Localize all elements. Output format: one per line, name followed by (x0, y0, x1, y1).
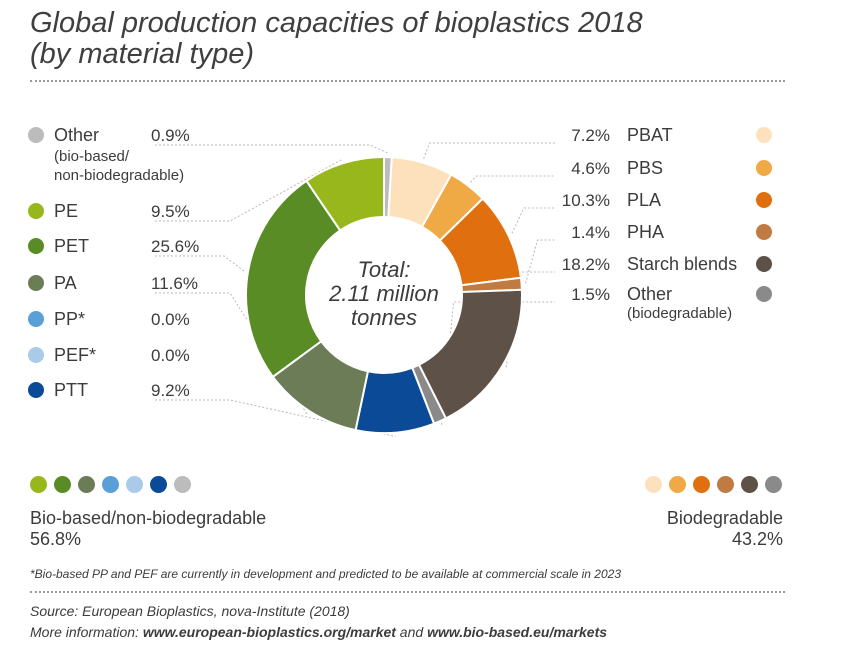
bio-based-dot-3 (102, 476, 119, 493)
legend-left-swatch-1 (28, 203, 44, 219)
leader-right-1 (469, 175, 555, 183)
legend-right-swatch-0 (756, 127, 772, 143)
legend-right-label-0: PBAT (627, 125, 673, 145)
leader-left-3 (155, 292, 308, 415)
legend-right-label-5: Other (627, 284, 672, 304)
leader-left-0 (155, 144, 389, 154)
more-info-line: More information: www.european-bioplasti… (30, 622, 607, 643)
legend-right-label-1: PBS (627, 158, 663, 178)
chart-title: Global production capacities of bioplast… (30, 8, 643, 70)
legend-left-swatch-0 (28, 127, 44, 143)
link-bio-based[interactable]: www.bio-based.eu/markets (427, 624, 608, 640)
legend-right: PBAT 7.2% PBS 4.6% PLA 10.3% PHA 1.4% Starch ble… (562, 125, 772, 322)
biodegradable-dot-5 (765, 476, 782, 493)
legend-left-label-5: PEF* (54, 345, 96, 365)
bio-based-color-dots (30, 476, 191, 493)
legend-right-label-3: PHA (627, 222, 664, 242)
biodegradable-group-share: 43.2% (731, 529, 783, 549)
legend-left-sub-0-1: non-biodegradable) (54, 167, 184, 184)
bio-based-dot-0 (30, 476, 47, 493)
legend-left: Other (bio-based/non-biodegradable) 0.9% PE… (28, 125, 199, 400)
link-european-bioplastics[interactable]: www.european-bioplastics.org/market (142, 624, 396, 640)
biodegradable-color-dots (645, 476, 782, 493)
legend-left-swatch-3 (28, 275, 44, 291)
legend-left-label-2: PET (54, 236, 89, 256)
bio-based-dot-4 (126, 476, 143, 493)
title-line-1: Global production capacities of bioplast… (30, 7, 643, 39)
leader-right-3 (525, 239, 555, 284)
biodegradable-group-label: Biodegradable (666, 508, 783, 528)
legend-left-swatch-5 (28, 347, 44, 363)
source-block: Source: European Bioplastics, nova-Insti… (30, 601, 607, 643)
legend-right-value-0: 7.2% (571, 126, 610, 145)
legend-right-swatch-5 (756, 286, 772, 302)
title-line-2: (by material type) (30, 38, 255, 70)
slice-pet (245, 179, 342, 379)
legend-right-swatch-4 (756, 256, 772, 272)
leader-left-2 (155, 255, 245, 272)
footer-divider (30, 591, 785, 593)
legend-right-swatch-1 (756, 160, 772, 176)
legend-left-value-2: 25.6% (151, 237, 199, 256)
biodegradable-dot-3 (717, 476, 734, 493)
biodegradable-dot-2 (693, 476, 710, 493)
legend-right-value-3: 1.4% (571, 223, 610, 242)
bio-based-group: Bio-based/non-biodegradable 56.8% (30, 508, 266, 550)
center-label-line-0: Total: (357, 257, 410, 282)
biodegradable-dot-0 (645, 476, 662, 493)
legend-left-value-6: 9.2% (151, 381, 190, 400)
bio-based-dot-1 (54, 476, 71, 493)
legend-left-label-4: PP* (54, 309, 85, 329)
bio-based-dot-5 (150, 476, 167, 493)
legend-left-swatch-4 (28, 311, 44, 327)
leader-right-0 (423, 142, 555, 159)
title-divider (30, 80, 785, 82)
legend-left-value-5: 0.0% (151, 346, 190, 365)
leader-right-2 (511, 207, 555, 234)
legend-right-value-1: 4.6% (571, 159, 610, 178)
legend-right-value-5: 1.5% (571, 285, 610, 304)
center-label-line-1: 2.11 million (328, 281, 439, 306)
legend-left-label-0: Other (54, 125, 99, 145)
leader-left-1 (155, 158, 343, 222)
bio-based-dot-2 (78, 476, 95, 493)
more-info-prefix: More information: (30, 624, 143, 640)
legend-right-swatch-3 (756, 224, 772, 240)
legend-left-value-0: 0.9% (151, 126, 190, 145)
legend-left-value-3: 11.6% (151, 274, 198, 293)
donut-slices (245, 155, 523, 434)
legend-right-value-2: 10.3% (562, 191, 610, 210)
legend-right-sub-5: (biodegradable) (627, 305, 732, 322)
legend-right-label-4: Starch blends (627, 254, 737, 274)
biodegradable-dot-4 (741, 476, 758, 493)
legend-left-swatch-6 (28, 382, 44, 398)
legend-right-label-2: PLA (627, 190, 661, 210)
biodegradable-group: Biodegradable 43.2% (667, 508, 783, 550)
bio-based-group-label: Bio-based/non-biodegradable (30, 508, 267, 528)
legend-left-value-1: 9.5% (151, 202, 190, 221)
slice-pe (305, 155, 385, 232)
legend-left-value-4: 0.0% (151, 310, 190, 329)
footnote: *Bio-based PP and PEF are currently in d… (30, 567, 622, 581)
bio-based-dot-6 (174, 476, 191, 493)
legend-left-label-3: PA (54, 273, 77, 293)
more-info-and: and (395, 624, 428, 640)
legend-right-value-4: 18.2% (562, 255, 610, 274)
legend-left-swatch-2 (28, 238, 44, 254)
legend-left-label-6: PTT (54, 380, 88, 400)
legend-right-swatch-2 (756, 192, 772, 208)
legend-left-sub-0-0: (bio-based/ (54, 148, 130, 165)
source-line: Source: European Bioplastics, nova-Insti… (30, 603, 350, 619)
biodegradable-dot-1 (669, 476, 686, 493)
legend-left-label-1: PE (54, 201, 78, 221)
center-label-line-2: tonnes (351, 305, 417, 330)
donut-chart: Other (bio-based/non-biodegradable) 0.9% PE… (28, 125, 772, 438)
bio-based-group-share: 56.8% (30, 529, 82, 549)
